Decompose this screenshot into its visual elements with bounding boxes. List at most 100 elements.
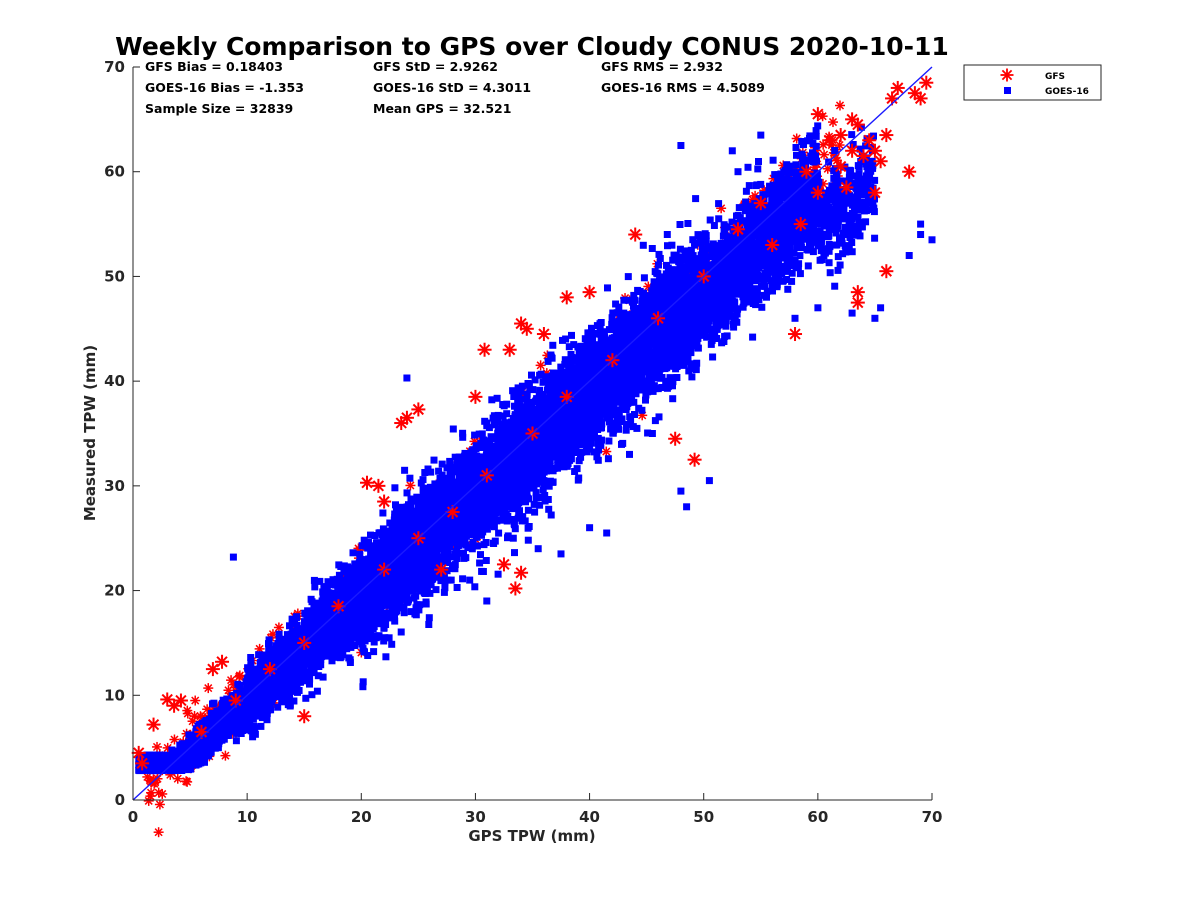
goes16-point	[256, 672, 264, 680]
goes16-point	[447, 576, 455, 584]
goes16-point	[370, 648, 378, 656]
gfs-point	[146, 787, 157, 798]
goes16-point	[167, 754, 175, 762]
goes16-point	[193, 740, 201, 748]
gfs-point	[535, 360, 546, 371]
goes16-point	[207, 745, 215, 753]
goes16-point	[185, 763, 193, 771]
gfs-point	[153, 827, 164, 838]
goes16-point	[290, 697, 298, 705]
goes16-point	[199, 721, 207, 729]
goes16-point	[406, 474, 414, 482]
goes16-point	[351, 642, 359, 649]
gfs-point	[405, 480, 416, 491]
goes16-point	[329, 648, 337, 656]
gfs-point	[834, 100, 845, 111]
chart-title: Weekly Comparison to GPS over Cloudy CON…	[115, 32, 949, 61]
goes16-point	[245, 714, 253, 722]
goes16-point	[351, 613, 359, 620]
goes16-point	[218, 706, 226, 714]
goes16-point	[316, 605, 324, 613]
goes16-point	[275, 630, 283, 638]
goes16-point	[272, 642, 280, 650]
goes16-point	[179, 748, 187, 756]
goes16-point	[403, 489, 411, 497]
goes16-point	[336, 654, 344, 662]
goes16-point	[136, 764, 144, 772]
gfs-point	[181, 776, 192, 787]
goes16-point	[234, 701, 242, 709]
goes16-point	[231, 724, 239, 732]
goes16-point	[196, 755, 204, 763]
goes16-point	[310, 667, 318, 674]
goes16-point	[187, 756, 195, 764]
goes16-point	[223, 713, 231, 721]
gfs-point	[154, 799, 165, 810]
goes16-point	[425, 621, 433, 628]
gfs-point	[819, 149, 830, 160]
gfs-point	[152, 741, 163, 752]
goes16-point	[347, 631, 355, 639]
goes16-point	[316, 577, 324, 585]
goes16-point	[218, 713, 226, 721]
goes16-point	[349, 549, 357, 557]
goes16-point	[235, 727, 243, 735]
gfs-point	[190, 695, 201, 706]
goes16-point	[231, 713, 239, 721]
goes16-point	[401, 466, 409, 474]
goes16-point	[440, 588, 448, 596]
goes16-point	[319, 673, 327, 681]
goes16-point	[337, 614, 345, 622]
goes16-point	[319, 588, 327, 596]
goes16-point	[251, 730, 259, 738]
goes16-point	[300, 670, 308, 678]
goes16-point	[250, 698, 258, 705]
goes16-point	[168, 746, 176, 754]
goes16-point	[253, 711, 261, 719]
gfs-point	[172, 773, 183, 784]
goes16-point	[145, 755, 152, 763]
plot-area	[131, 66, 936, 838]
goes16-point	[255, 651, 263, 659]
goes16-point	[471, 583, 479, 591]
goes16-point	[339, 642, 347, 650]
gfs-point	[234, 671, 245, 682]
goes16-point	[359, 683, 367, 691]
goes16-point	[235, 719, 243, 727]
goes16-point	[180, 757, 188, 765]
goes16-point	[154, 766, 161, 774]
goes16-point	[187, 734, 195, 742]
goes16-point	[218, 736, 226, 744]
goes16-point	[165, 759, 173, 767]
goes16-point	[160, 756, 168, 764]
goes16-point	[258, 688, 266, 695]
goes16-point	[210, 727, 218, 735]
goes16-point	[235, 713, 243, 721]
goes16-point	[336, 572, 344, 579]
goes16-point	[310, 610, 317, 618]
goes16-point	[211, 713, 219, 721]
goes16-point	[267, 676, 275, 684]
gfs-point	[827, 117, 838, 128]
goes16-point	[292, 676, 300, 684]
goes16-point	[247, 658, 255, 666]
goes16-point	[385, 634, 393, 642]
goes16-point	[176, 741, 184, 749]
goes16-point	[229, 720, 237, 728]
goes16-point	[257, 722, 265, 730]
gfs-point	[203, 683, 214, 694]
gfs-point	[226, 675, 237, 686]
goes16-point	[329, 627, 337, 635]
goes16-point	[193, 760, 201, 768]
gfs-point	[601, 446, 612, 457]
goes16-point	[245, 670, 253, 678]
goes16-point	[149, 758, 157, 766]
goes16-point	[293, 613, 301, 621]
goes16-point	[247, 662, 255, 670]
goes16-point	[206, 722, 214, 730]
goes16-point	[219, 696, 227, 704]
goes16-point	[177, 765, 185, 773]
goes16-point	[273, 685, 281, 693]
goes16-point	[227, 727, 235, 735]
goes16-point	[289, 687, 297, 695]
